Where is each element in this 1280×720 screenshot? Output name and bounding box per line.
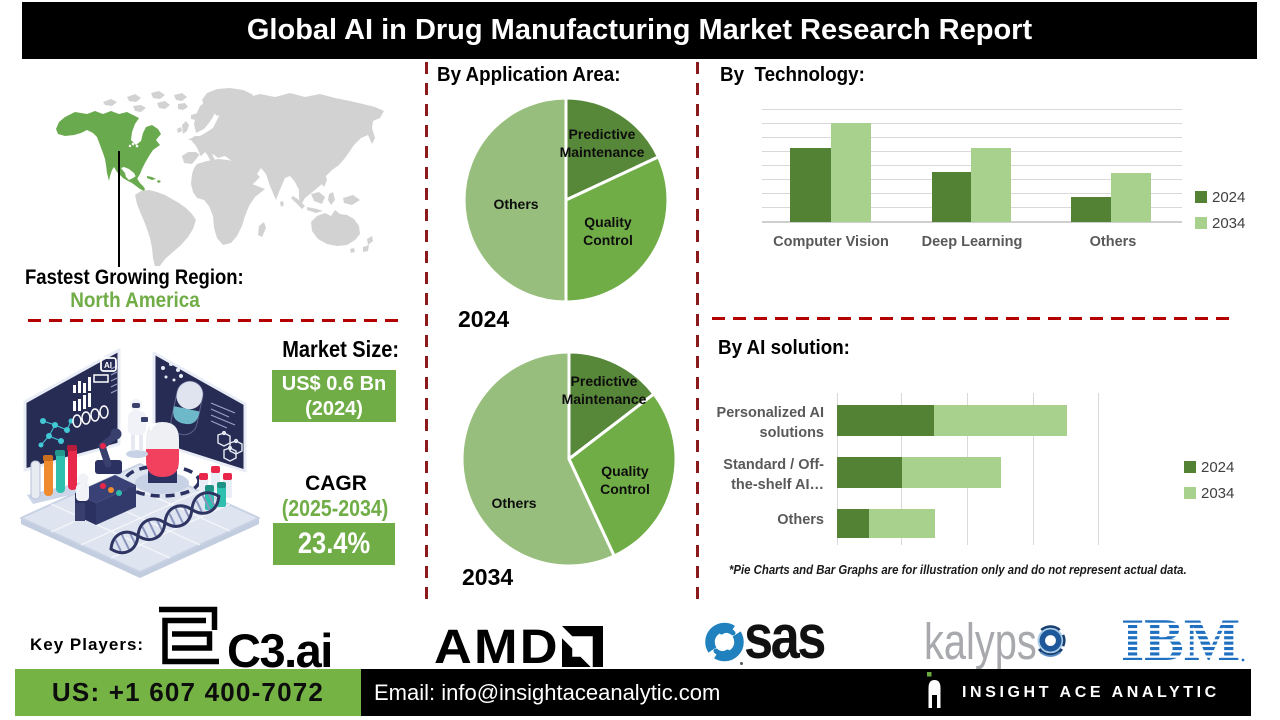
svg-text:AI: AI (104, 361, 112, 370)
